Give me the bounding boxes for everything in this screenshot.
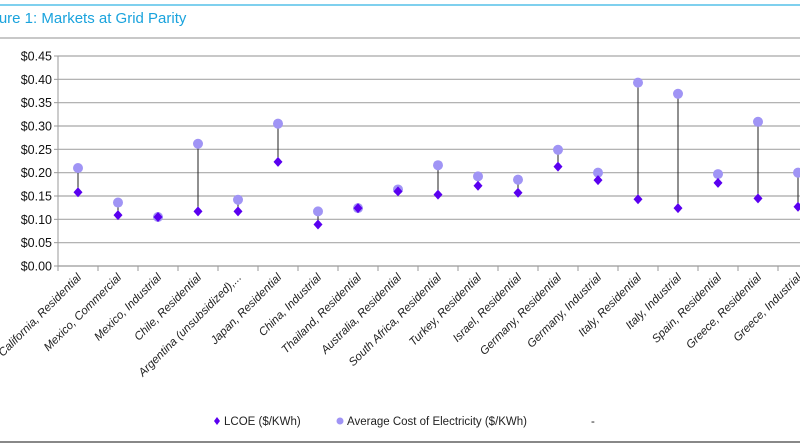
legend-extra-label: - bbox=[591, 416, 595, 428]
x-tick-label: Greece, Industrial bbox=[731, 271, 800, 344]
x-tick-label: Germany, Industrial bbox=[525, 271, 604, 350]
legend-lcoe-label: LCOE ($/KWh) bbox=[224, 416, 301, 428]
lcoe-point bbox=[73, 187, 83, 198]
y-tick-label: $0.05 bbox=[21, 236, 52, 250]
lcoe-point bbox=[153, 212, 163, 222]
chart-title: Figure 1: Markets at Grid Parity bbox=[0, 10, 187, 27]
lcoe-point bbox=[753, 193, 763, 204]
legend-avg-cost-label: Average Cost of Electricity ($/KWh) bbox=[347, 416, 527, 428]
x-tick-label: Turkey, Residential bbox=[407, 271, 484, 348]
y-tick-label: $0.10 bbox=[21, 213, 52, 227]
lcoe-point bbox=[313, 219, 323, 230]
avg-cost-point bbox=[793, 167, 800, 178]
lcoe-point bbox=[233, 206, 243, 217]
lcoe-point bbox=[673, 203, 683, 214]
avg-cost-point bbox=[713, 169, 723, 180]
legend-avg-cost-icon bbox=[336, 417, 344, 425]
lcoe-point bbox=[113, 210, 123, 221]
avg-cost-point bbox=[233, 194, 243, 205]
y-tick-label: $0.20 bbox=[21, 166, 52, 180]
x-tick-label: Chile, Residential bbox=[132, 271, 204, 343]
y-tick-label: $0.45 bbox=[21, 50, 52, 64]
avg-cost-point bbox=[513, 174, 523, 185]
avg-cost-point bbox=[553, 144, 563, 155]
lcoe-point bbox=[713, 177, 723, 188]
avg-cost-point bbox=[73, 163, 83, 173]
avg-cost-point bbox=[593, 167, 603, 178]
lcoe-point bbox=[393, 186, 403, 197]
avg-cost-point bbox=[193, 138, 203, 149]
lcoe-point bbox=[273, 156, 283, 167]
avg-cost-point bbox=[273, 118, 283, 129]
footer-rule bbox=[0, 441, 800, 443]
lcoe-point bbox=[553, 161, 563, 172]
lcoe-point bbox=[593, 175, 603, 186]
avg-cost-point bbox=[313, 206, 323, 217]
avg-cost-point bbox=[673, 88, 683, 99]
lcoe-point bbox=[513, 187, 523, 198]
y-tick-label: $0.15 bbox=[21, 190, 52, 204]
x-tick-label: Mexico, Commercial bbox=[42, 271, 124, 353]
avg-cost-point bbox=[633, 77, 643, 88]
avg-cost-point bbox=[433, 160, 443, 171]
lcoe-point bbox=[193, 206, 203, 217]
y-tick-label: $0.00 bbox=[21, 260, 52, 274]
header-rule bbox=[0, 4, 800, 6]
avg-cost-point bbox=[473, 171, 483, 182]
lcoe-point bbox=[353, 203, 363, 214]
x-tick-label: Mexico, Industrial bbox=[92, 271, 164, 343]
legend-lcoe-icon bbox=[214, 417, 220, 425]
lcoe-point bbox=[793, 201, 800, 212]
avg-cost-point bbox=[753, 116, 763, 127]
y-tick-label: $0.25 bbox=[21, 143, 52, 157]
x-tick-label: Greece, Residential bbox=[684, 271, 764, 351]
x-tick-label: Thailand, Residential bbox=[280, 271, 365, 356]
y-tick-label: $0.40 bbox=[21, 73, 52, 87]
y-tick-label: $0.30 bbox=[21, 120, 52, 134]
lcoe-point bbox=[633, 194, 643, 205]
x-tick-label: Japan, Residential bbox=[208, 271, 284, 347]
x-tick-label: Australia, Residential bbox=[319, 271, 405, 357]
title-rule bbox=[0, 37, 800, 39]
x-tick-label: Israel, Residential bbox=[451, 271, 524, 344]
x-tick-label: Spain, Residential bbox=[650, 271, 724, 345]
lcoe-point bbox=[433, 189, 443, 200]
y-tick-label: $0.35 bbox=[21, 96, 52, 110]
lcoe-point bbox=[473, 180, 483, 191]
avg-cost-point bbox=[113, 197, 123, 208]
